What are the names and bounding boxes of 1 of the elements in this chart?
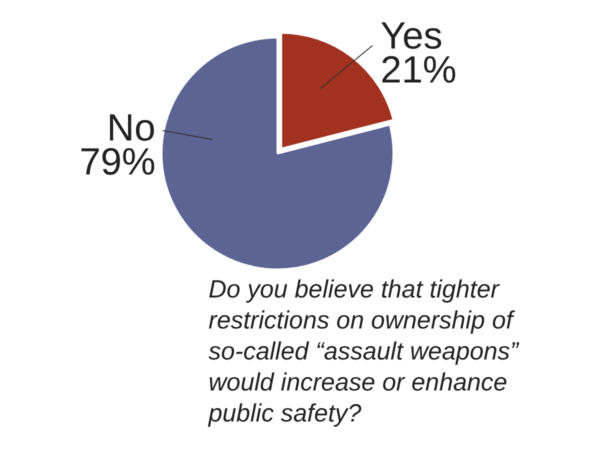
text: Do you believe that tighter restrictions on ownership of so-called “assault weapons” would increase or enhance public safety? [208,276,520,428]
